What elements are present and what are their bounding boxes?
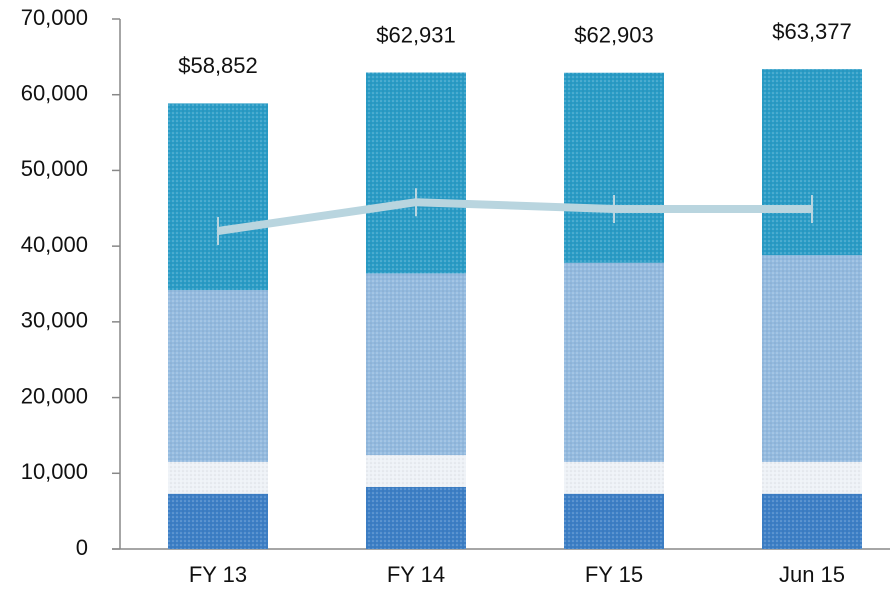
line-series bbox=[217, 198, 812, 235]
bar-texture bbox=[168, 461, 268, 494]
y-tick-label: 30,000 bbox=[21, 308, 88, 333]
bar-texture bbox=[168, 103, 268, 291]
y-tick-label: 50,000 bbox=[21, 156, 88, 181]
bar-texture bbox=[366, 273, 466, 456]
bar-texture bbox=[168, 493, 268, 549]
bar-texture bbox=[564, 493, 664, 549]
x-tick-label: FY 14 bbox=[387, 562, 445, 587]
bar-texture bbox=[762, 493, 862, 549]
total-label: $63,377 bbox=[772, 19, 852, 44]
y-tick-label: 10,000 bbox=[21, 459, 88, 484]
bar-texture bbox=[762, 69, 862, 256]
total-label: $62,931 bbox=[376, 22, 456, 47]
bar-texture bbox=[762, 255, 862, 462]
bar-texture bbox=[168, 290, 268, 462]
total-label: $62,903 bbox=[574, 23, 654, 48]
bar-texture bbox=[366, 486, 466, 549]
bar-texture bbox=[366, 72, 466, 274]
bar-texture bbox=[564, 262, 664, 462]
y-tick-label: 40,000 bbox=[21, 232, 88, 257]
y-tick-label: 0 bbox=[76, 535, 88, 560]
bar-texture bbox=[564, 72, 664, 263]
y-tick-label: 20,000 bbox=[21, 383, 88, 408]
y-tick-label: 70,000 bbox=[21, 5, 88, 30]
x-tick-label: FY 15 bbox=[585, 562, 643, 587]
x-tick-label: Jun 15 bbox=[779, 562, 845, 587]
y-tick-label: 60,000 bbox=[21, 81, 88, 106]
x-tick-label: FY 13 bbox=[189, 562, 247, 587]
bar-texture bbox=[762, 461, 862, 494]
total-label: $58,852 bbox=[178, 53, 258, 78]
bar-texture bbox=[366, 455, 466, 487]
bar-texture bbox=[564, 461, 664, 494]
